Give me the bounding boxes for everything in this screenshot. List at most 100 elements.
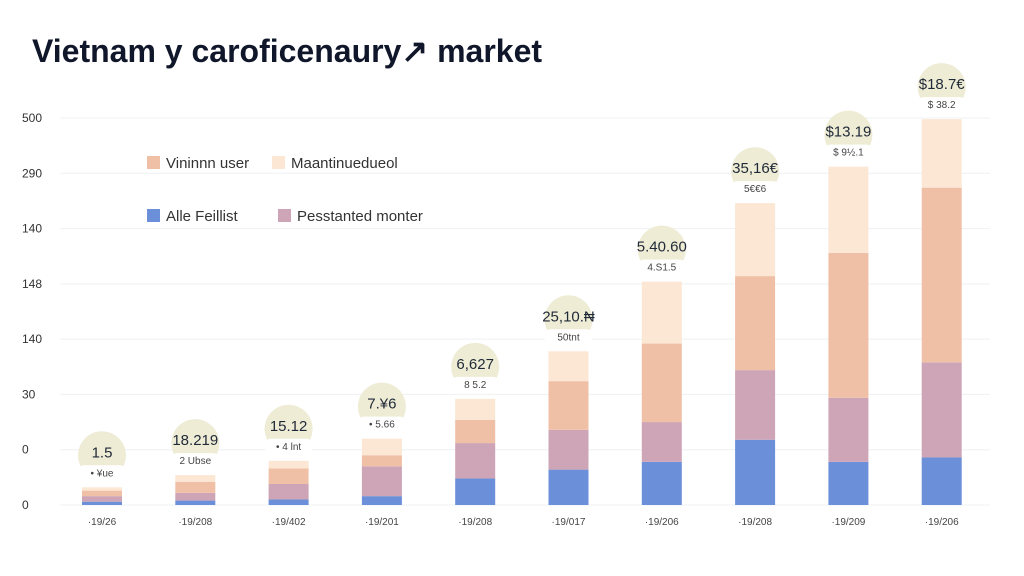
bar-segment [268, 460, 309, 469]
bar-sub-label: 4.S1.5 [647, 263, 676, 274]
x-tick-label: ·19/206 [645, 517, 679, 528]
x-tick-label: ·19/017 [552, 517, 586, 528]
bar-segment [82, 496, 122, 502]
legend-label: Alle Feillist [166, 208, 239, 225]
legend-label: Pesstanted monter [297, 208, 423, 225]
bar-segment [735, 370, 776, 440]
bar-segment [175, 475, 216, 482]
legend-swatch [147, 209, 160, 222]
bar-segment [641, 281, 682, 344]
bar-segment [175, 500, 216, 505]
y-axis-ticks: 500 290 140 148 140 30 0 0 [22, 111, 42, 512]
bar-segment [175, 481, 216, 493]
label-pill [264, 438, 313, 453]
bar-segment [175, 492, 216, 501]
y-tick-label: 0 [22, 443, 29, 457]
y-tick-label: 140 [22, 222, 42, 236]
y-tick-label: 148 [22, 277, 42, 291]
y-tick-label: 30 [22, 387, 36, 401]
x-tick-label: ·19/208 [458, 517, 492, 528]
label-pill [824, 144, 873, 159]
bar-segment [735, 276, 776, 371]
legend-swatch [272, 156, 285, 169]
bar-sub-label: $ 38.2 [928, 100, 956, 111]
bar-sub-label: • 5.66 [369, 420, 395, 431]
bar-value-label: 35,16€ [732, 160, 779, 177]
bar-labels: 1.5 • ¥ue 18.219 2 Ubse 15.12 • 4 lnt 7.¥6 • 5.… [78, 63, 966, 480]
bar-sub-label: • ¥ue [91, 468, 114, 479]
bar-sub-label: 8 5.2 [464, 380, 487, 391]
bar-value-label: $18.7€ [919, 76, 966, 93]
bar-segment [361, 438, 402, 456]
x-tick-label: ·19/402 [272, 517, 306, 528]
bar-segment [828, 166, 869, 253]
bar-segment [641, 422, 682, 462]
bar-segment [455, 443, 496, 479]
bar-segment [82, 501, 122, 505]
bar-segment [268, 468, 309, 484]
bars [82, 119, 962, 505]
x-tick-label: ·19/26 [88, 517, 117, 528]
label-pill [78, 465, 126, 480]
bar-segment [82, 490, 122, 497]
bar-segment [548, 351, 589, 382]
bar-sub-label: 50tnt [557, 332, 579, 343]
bar-value-label: 25,10.₦ [542, 308, 595, 325]
bar-sub-label: $ 9½.1 [833, 148, 864, 159]
bar-value-label: 18.219 [172, 432, 218, 449]
bar-segment [828, 397, 869, 462]
bar-value-label: $13.19 [825, 124, 871, 141]
bar-segment [455, 419, 496, 444]
bar-segment [735, 439, 776, 505]
x-tick-label: ·19/206 [925, 517, 959, 528]
bar-segment [828, 252, 869, 398]
bar-segment [361, 455, 402, 467]
x-axis-ticks: ·19/26 ·19/208 ·19/402 ·19/201 ·19/208 ·19/01… [88, 517, 959, 528]
legend-swatch [147, 156, 160, 169]
label-pill [451, 376, 500, 391]
bar-sub-label: • 4 lnt [276, 442, 301, 453]
bar-segment [455, 398, 496, 420]
legend-swatch [278, 209, 291, 222]
label-pill [544, 329, 593, 344]
bar-sub-label: 5€€6 [744, 184, 767, 195]
bar-value-label: 6,627 [456, 356, 494, 373]
y-tick-label: 290 [22, 166, 42, 180]
y-tick-label: 140 [22, 332, 42, 346]
chart-title: Vietnam y caroficenaury↗ market [32, 33, 542, 69]
bar-segment [268, 499, 309, 505]
bar-segment [921, 187, 962, 363]
bar-segment [82, 487, 122, 491]
bar-segment [548, 429, 589, 470]
x-tick-label: ·19/209 [831, 517, 865, 528]
bar-segment [361, 496, 402, 505]
y-tick-label: 500 [22, 111, 42, 125]
bar-segment [548, 381, 589, 430]
x-tick-label: ·19/208 [738, 517, 772, 528]
label-pill [917, 97, 966, 112]
bar-segment [268, 483, 309, 500]
bar-segment [548, 469, 589, 505]
label-pill [731, 181, 780, 196]
bar-segment [735, 203, 776, 277]
legend-label: Maantinuedueol [291, 155, 398, 172]
legend-label: Vininnn user [166, 155, 249, 172]
bar-segment [921, 457, 962, 505]
bar-segment [921, 362, 962, 458]
x-tick-label: ·19/201 [365, 517, 399, 528]
bar-segment [641, 461, 682, 505]
bar-segment [921, 119, 962, 188]
x-tick-label: ·19/208 [178, 517, 212, 528]
label-pill [357, 416, 406, 431]
y-tick-label: 0 [22, 498, 29, 512]
bar-segment [828, 461, 869, 505]
bar-value-label: 7.¥6 [367, 396, 396, 413]
label-pill [637, 259, 686, 274]
bar-segment [641, 343, 682, 423]
bar-sub-label: 2 Ubse [179, 456, 211, 467]
bar-segment [361, 466, 402, 497]
bar-value-label: 15.12 [270, 418, 308, 435]
label-pill [171, 453, 220, 468]
bar-value-label: 1.5 [92, 444, 113, 461]
